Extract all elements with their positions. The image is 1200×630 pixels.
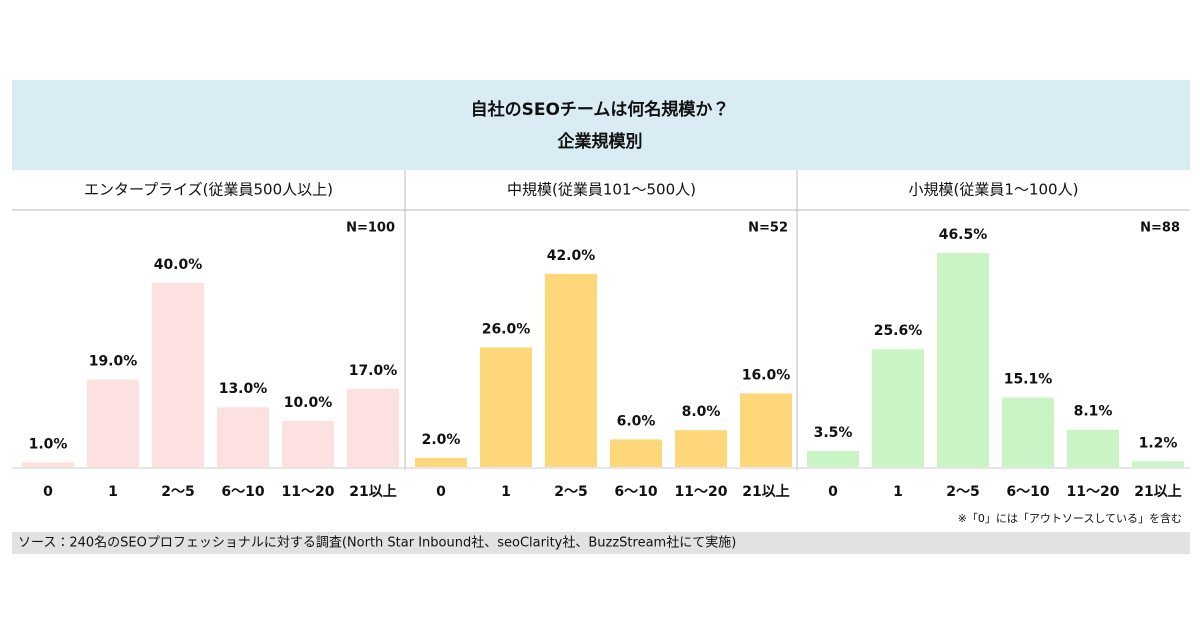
- value-label: 42.0%: [547, 248, 596, 264]
- bar: [282, 421, 334, 467]
- x-tick-label: 1: [501, 484, 511, 500]
- x-tick-label: 11～20: [282, 484, 335, 500]
- value-label: 1.2%: [1139, 435, 1178, 451]
- x-tick-label: 1: [108, 484, 118, 500]
- bar: [415, 457, 467, 467]
- x-tick-label: 11～20: [1067, 484, 1120, 500]
- value-label: 26.0%: [482, 321, 531, 337]
- value-label: 40.0%: [154, 257, 203, 273]
- x-tick-label: 11～20: [675, 484, 728, 500]
- panel-title: エンタープライズ(従業員500人以上): [84, 181, 333, 199]
- value-label: 15.1%: [1004, 372, 1053, 388]
- note: ※「0」には「アウトソースしている」を含む: [958, 512, 1182, 525]
- bar: [347, 388, 399, 467]
- value-label: 16.0%: [742, 367, 791, 383]
- x-tick-label: 0: [43, 484, 53, 500]
- value-label: 6.0%: [617, 413, 656, 429]
- bar: [480, 347, 532, 467]
- bar: [740, 393, 792, 467]
- bar: [1067, 429, 1119, 467]
- source: ソース：240名のSEOプロフェッショナルに対する調査(North Star I…: [18, 535, 736, 551]
- x-tick-label: 21以上: [349, 484, 396, 500]
- panel-title: 小規模(従業員1～100人): [909, 181, 1079, 199]
- annotation: N=100: [346, 221, 395, 236]
- x-tick-label: 2～5: [554, 484, 587, 500]
- header-band: [12, 80, 1190, 170]
- value-label: 46.5%: [939, 227, 988, 243]
- bar: [152, 283, 204, 467]
- bar: [545, 273, 597, 467]
- x-tick-label: 21以上: [1134, 484, 1181, 500]
- value-label: 1.0%: [29, 436, 68, 452]
- bar: [610, 439, 662, 467]
- bar: [807, 450, 859, 467]
- x-tick-label: 0: [828, 484, 838, 500]
- value-label: 13.0%: [219, 381, 268, 397]
- x-tick-label: 21以上: [742, 484, 789, 500]
- x-tick-label: 6～10: [221, 484, 264, 500]
- x-tick-label: 1: [893, 484, 903, 500]
- chart-title: 自社のSEOチームは何名規模か？: [471, 99, 730, 120]
- bar: [1002, 397, 1054, 467]
- x-tick-label: 0: [436, 484, 446, 500]
- x-tick-label: 2～5: [946, 484, 979, 500]
- bar: [1132, 461, 1184, 467]
- bar: [87, 379, 139, 467]
- x-tick-label: 6～10: [1006, 484, 1049, 500]
- x-tick-label: 6～10: [614, 484, 657, 500]
- bar: [872, 349, 924, 467]
- annotation: N=52: [748, 221, 788, 236]
- source-band: [12, 532, 1190, 554]
- value-label: 8.0%: [682, 404, 721, 420]
- bar: [217, 407, 269, 467]
- value-label: 19.0%: [89, 354, 138, 370]
- value-label: 17.0%: [349, 363, 398, 379]
- bar: [22, 462, 74, 467]
- value-label: 10.0%: [284, 395, 333, 411]
- bar: [675, 430, 727, 467]
- x-tick-label: 2～5: [161, 484, 194, 500]
- bar: [937, 253, 989, 467]
- value-label: 25.6%: [874, 323, 923, 339]
- panel-title: 中規模(従業員101～500人): [507, 181, 696, 199]
- value-label: 3.5%: [814, 425, 853, 441]
- value-label: 2.0%: [422, 432, 461, 448]
- value-label: 8.1%: [1074, 404, 1113, 420]
- annotation: N=88: [1140, 221, 1180, 236]
- chart-subtitle: 企業規模別: [558, 131, 643, 152]
